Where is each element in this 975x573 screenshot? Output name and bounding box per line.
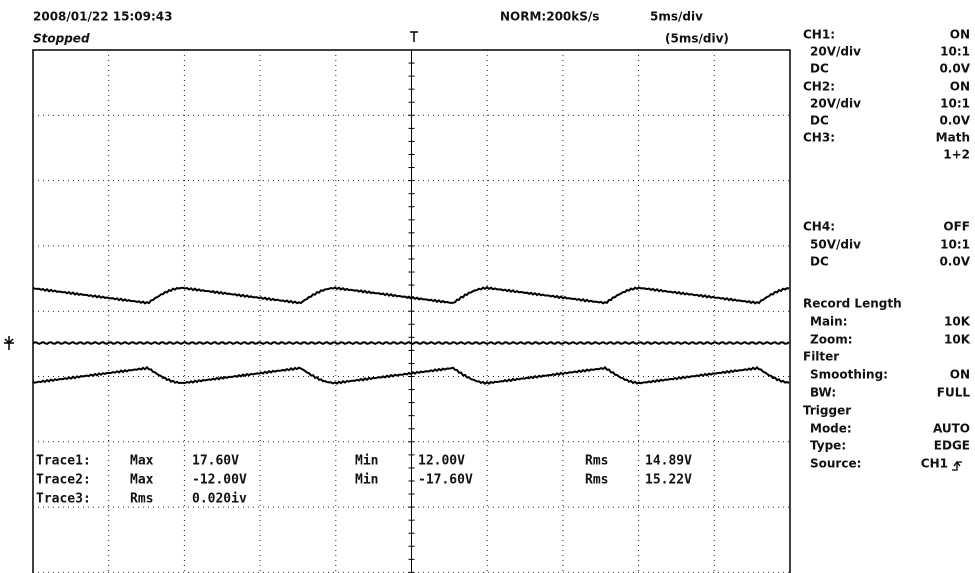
panel-value: 1+2 bbox=[943, 148, 970, 162]
panel-label: 20V/div bbox=[810, 45, 861, 59]
measurement-cell: Rms bbox=[130, 492, 153, 507]
settings-panel: CH1: ON 20V/div 10:1 DC 0.0V CH2: ON 20V/div 10:1… bbox=[803, 28, 971, 471]
panel-value: Math bbox=[936, 131, 970, 145]
panel-label: Filter bbox=[803, 350, 839, 364]
measurement-cell: 14.89V bbox=[645, 454, 692, 469]
panel-value: 10:1 bbox=[940, 45, 970, 59]
measurements: Trace1: Max 17.60V Min 12.00V Rms 14.89V Trace2… bbox=[36, 454, 692, 507]
measurement-cell: Min bbox=[355, 473, 378, 488]
measurement-cell: Max bbox=[130, 454, 154, 469]
zoom-timebase: (5ms/div) bbox=[665, 32, 729, 46]
panel-label: Main: bbox=[810, 315, 848, 329]
measurement-cell: Max bbox=[130, 473, 154, 488]
panel-label: DC bbox=[810, 255, 829, 269]
panel-label: Trigger bbox=[803, 404, 851, 418]
panel-value: 10:1 bbox=[940, 238, 970, 252]
measurement-cell: 17.60V bbox=[192, 454, 239, 469]
timebase: 5ms/div bbox=[650, 10, 703, 24]
panel-value: 10K bbox=[944, 333, 971, 347]
panel-label: 20V/div bbox=[810, 97, 861, 111]
trigger-marker bbox=[410, 32, 418, 42]
panel-label: Zoom: bbox=[810, 333, 853, 347]
panel-value: 10K bbox=[944, 315, 971, 329]
panel-label: CH4: bbox=[803, 220, 835, 234]
measurement-cell: 12.00V bbox=[418, 454, 465, 469]
measurement-cell: 0.020iv bbox=[192, 492, 247, 507]
status: Stopped bbox=[33, 32, 90, 46]
panel-value: ON bbox=[950, 368, 970, 382]
page: 2008/01/22 15:09:43 Stopped NORM:200kS/s… bbox=[0, 0, 975, 573]
panel-label: BW: bbox=[810, 386, 836, 400]
panel-label: Mode: bbox=[810, 422, 852, 436]
panel-value: FULL bbox=[937, 386, 971, 400]
panel-value: ON bbox=[950, 80, 970, 94]
trace-3 bbox=[33, 342, 789, 344]
panel-label: Source: bbox=[810, 457, 861, 471]
panel-value: 0.0V bbox=[939, 255, 970, 269]
scope-screen: 2008/01/22 15:09:43 Stopped NORM:200kS/s… bbox=[0, 0, 975, 573]
panel-label: CH3: bbox=[803, 131, 835, 145]
panel-label: Smoothing: bbox=[810, 368, 888, 382]
measurement-cell: Trace2: bbox=[36, 473, 91, 488]
measurement-cell: Rms bbox=[585, 454, 608, 469]
measurement-cell: Rms bbox=[585, 473, 608, 488]
panel-value: EDGE bbox=[934, 439, 970, 453]
measurement-cell: Trace3: bbox=[36, 492, 91, 507]
panel-label: DC bbox=[810, 114, 829, 128]
measurement-cell: Min bbox=[355, 454, 378, 469]
measurement-cell: -17.60V bbox=[418, 473, 473, 488]
measurement-cell: -12.00V bbox=[192, 473, 247, 488]
panel-value: CH1 bbox=[921, 457, 948, 471]
panel-value: 0.0V bbox=[939, 62, 970, 76]
panel-value: OFF bbox=[943, 220, 970, 234]
panel-value: AUTO bbox=[933, 422, 970, 436]
panel-value: 10:1 bbox=[940, 97, 970, 111]
measurement-cell: Trace1: bbox=[36, 454, 91, 469]
ground-marker bbox=[4, 336, 14, 350]
measurement-cell: 15.22V bbox=[645, 473, 692, 488]
panel-value: ON bbox=[950, 28, 970, 42]
acquisition: NORM:200kS/s bbox=[500, 10, 599, 24]
edge-icon bbox=[952, 462, 962, 470]
panel-label: CH1: bbox=[803, 28, 835, 42]
panel-label: DC bbox=[810, 62, 829, 76]
panel-label: CH2: bbox=[803, 80, 835, 94]
panel-label: 50V/div bbox=[810, 238, 861, 252]
timestamp: 2008/01/22 15:09:43 bbox=[33, 10, 172, 24]
panel-value: 0.0V bbox=[939, 114, 970, 128]
panel-label: Record Length bbox=[803, 297, 902, 311]
panel-label: Type: bbox=[810, 439, 846, 453]
